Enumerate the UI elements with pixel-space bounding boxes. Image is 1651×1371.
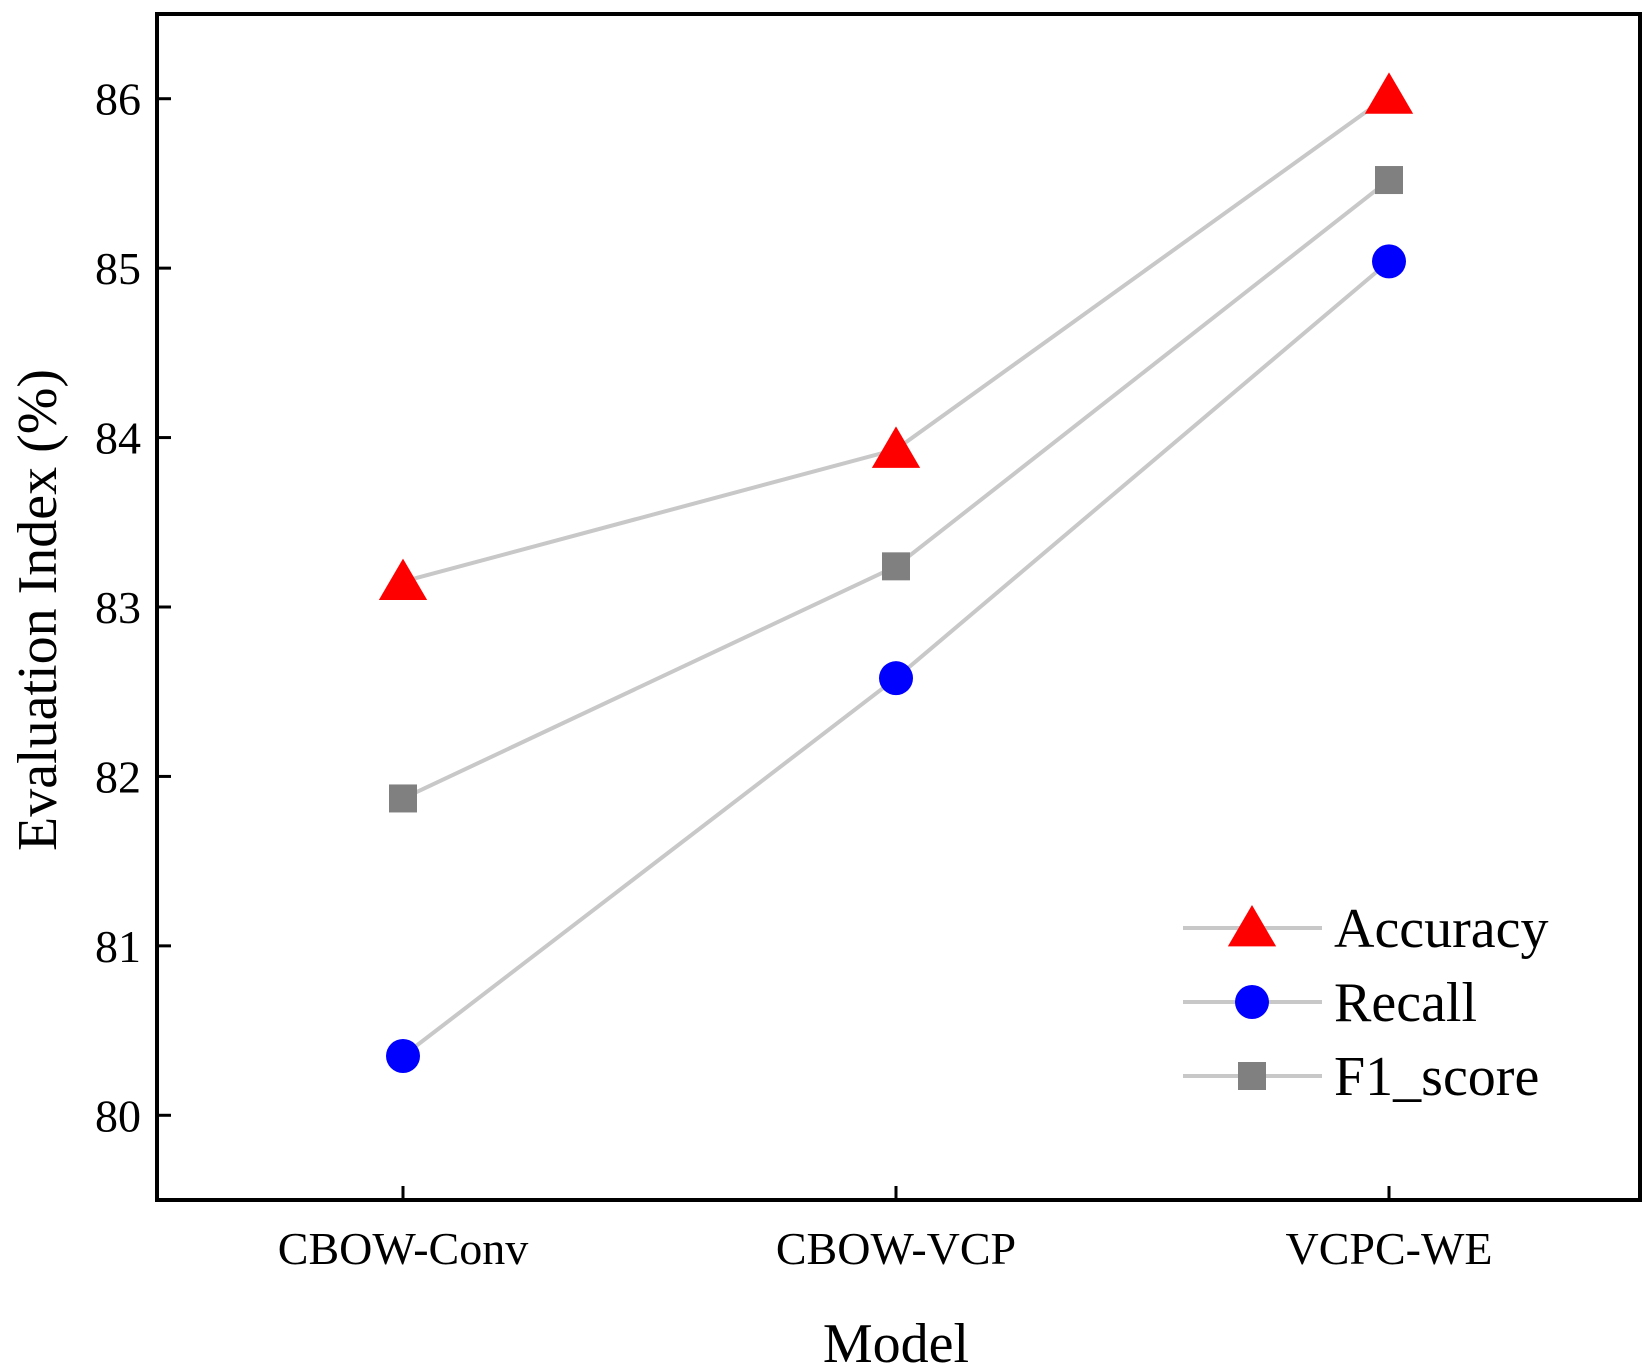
legend-marker-accuracy: [1227, 905, 1277, 947]
y-tick-label: 86: [95, 74, 141, 125]
data-point-recall: [879, 661, 913, 696]
axes: 80 81 82 83 84 85 86 CBOW-Conv CBOW-VCP VCPC-WE: [95, 74, 1493, 1274]
legend: Accuracy Recall F1_score: [1183, 898, 1549, 1108]
series-line-f1-score: [402, 178, 1391, 801]
y-tick-label: 85: [95, 243, 141, 294]
legend-marker-recall: [1235, 985, 1269, 1019]
data-point-f1-score: [882, 552, 910, 581]
data-point-f1-score: [389, 784, 417, 813]
legend-marker-f1-score: [1238, 1062, 1266, 1090]
y-axis-title: Evaluation Index (%): [7, 369, 69, 851]
x-tick-label: VCPC-WE: [1286, 1223, 1493, 1274]
y-tick-label: 81: [95, 921, 141, 972]
y-tick-label: 83: [95, 582, 141, 633]
x-axis-title: Model: [823, 1313, 969, 1371]
data-point-accuracy: [378, 558, 428, 600]
data-point-accuracy: [1364, 72, 1414, 114]
series-group: [378, 72, 1414, 1073]
y-tick-label: 82: [95, 751, 141, 802]
series-line-accuracy: [402, 93, 1391, 584]
legend-label-f1-score: F1_score: [1334, 1046, 1539, 1108]
x-tick-label: CBOW-Conv: [278, 1223, 528, 1274]
data-point-f1-score: [1375, 166, 1403, 195]
data-point-accuracy: [871, 426, 921, 468]
data-point-recall: [1372, 244, 1406, 279]
x-tick-label: CBOW-VCP: [776, 1223, 1016, 1274]
data-point-recall: [386, 1038, 420, 1073]
y-tick-label: 84: [95, 413, 141, 464]
legend-label-recall: Recall: [1334, 972, 1477, 1034]
y-tick-label: 80: [95, 1090, 141, 1141]
legend-label-accuracy: Accuracy: [1334, 898, 1549, 960]
